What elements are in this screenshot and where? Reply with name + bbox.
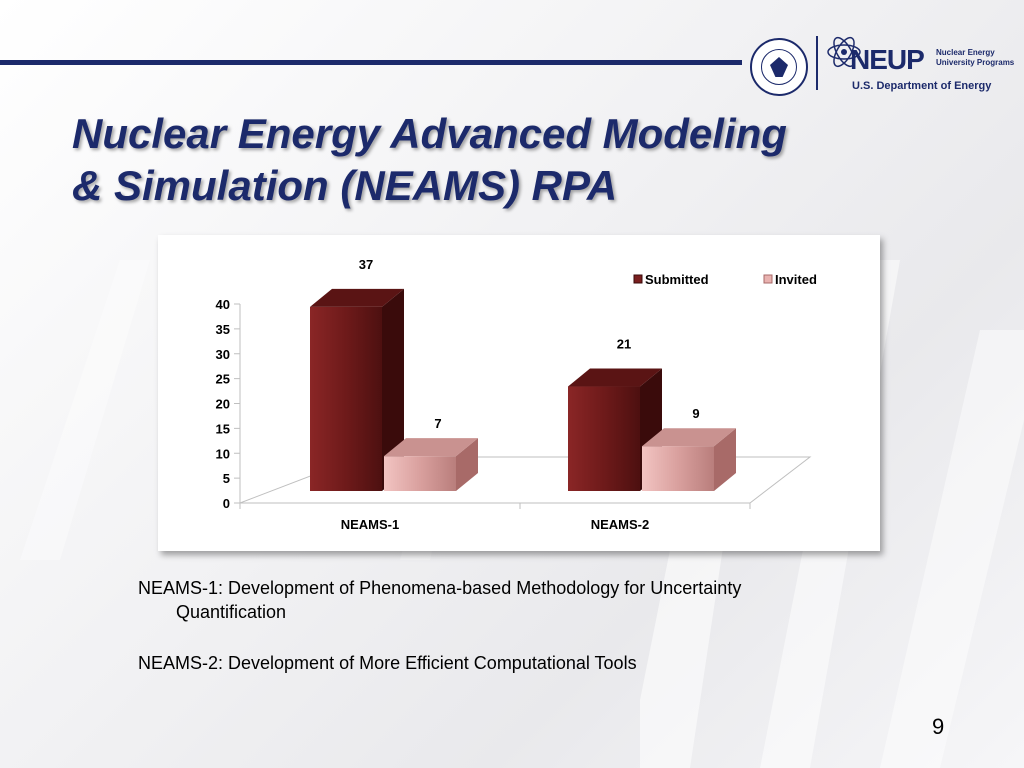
neams2-description: NEAMS-2: Development of More Efficient C… [138, 653, 637, 673]
x-tick-label-2: NEAMS-2 [591, 517, 650, 532]
y-tick-label: 20 [216, 397, 230, 412]
slide-title-line1: Nuclear Energy Advanced Modeling [72, 110, 787, 157]
neup-subtitle-line2: University Programs [936, 58, 1015, 67]
atom-icon [827, 36, 861, 68]
bar-top-submitted-2 [568, 368, 662, 387]
bar-top-submitted-1 [310, 288, 404, 307]
bar-submitted-neams-2 [568, 386, 640, 491]
y-tick-label: 15 [216, 421, 230, 436]
data-label-invited-1: 7 [434, 416, 441, 431]
legend-swatch-submitted [633, 274, 643, 284]
neup-subtitle: Nuclear Energy University Programs [936, 48, 1016, 68]
chart-panel: 0 5 10 15 20 25 30 35 40 37 7 NEAMS-1 21 9 NEAMS-2 Subm… [158, 235, 880, 551]
y-tick-label: 5 [223, 471, 230, 486]
bar-submitted-neams-1 [310, 306, 382, 491]
x-tick-label-1: NEAMS-1 [341, 517, 400, 532]
neams1-description-line1: NEAMS-1: Development of Phenomena-based … [138, 578, 742, 598]
doe-seal-logo [750, 38, 808, 96]
neams1-description: NEAMS-1: Development of Phenomena-based … [138, 576, 938, 624]
y-tick-label: 25 [216, 372, 230, 387]
legend-swatch-invited [763, 274, 773, 284]
data-label-submitted-2: 21 [617, 337, 631, 352]
slide-title-line2: & Simulation (NEAMS) RPA [72, 162, 618, 209]
logo-area: NEUP Nuclear Energy University Programs … [750, 28, 1014, 98]
y-tick-label: 40 [216, 297, 230, 312]
y-tick-label: 35 [216, 322, 230, 337]
doe-logo-text: U.S. Department of Energy [852, 80, 992, 92]
page-number: 9 [932, 714, 945, 739]
bar-top-invited-2 [642, 428, 736, 447]
data-label-invited-2: 9 [692, 406, 699, 421]
y-tick-label: 30 [216, 347, 230, 362]
bar-invited-neams-1 [384, 456, 456, 491]
neup-subtitle-line1: Nuclear Energy [936, 48, 995, 57]
bar-invited-neams-2 [642, 446, 714, 491]
slide-title: Nuclear Energy Advanced Modeling & Simul… [72, 108, 972, 212]
header-rule [0, 60, 742, 65]
bar-top-invited-1 [384, 438, 478, 457]
y-tick-label: 0 [223, 496, 230, 511]
legend-label-submitted: Submitted [645, 272, 709, 287]
legend-label-invited: Invited [775, 272, 817, 287]
bar-side-submitted-1 [382, 288, 404, 491]
data-label-submitted-1: 37 [359, 257, 373, 272]
y-tick-label: 10 [216, 446, 230, 461]
bar-side-invited-1 [456, 438, 478, 491]
bar-chart: 0 5 10 15 20 25 30 35 40 37 7 NEAMS-1 21 9 NEAMS-2 Subm… [216, 257, 817, 532]
logo-divider [816, 36, 818, 90]
bar-side-invited-2 [714, 428, 736, 491]
neup-logo-text: NEUP [850, 44, 925, 75]
neams1-description-line2: Quantification [176, 602, 287, 622]
